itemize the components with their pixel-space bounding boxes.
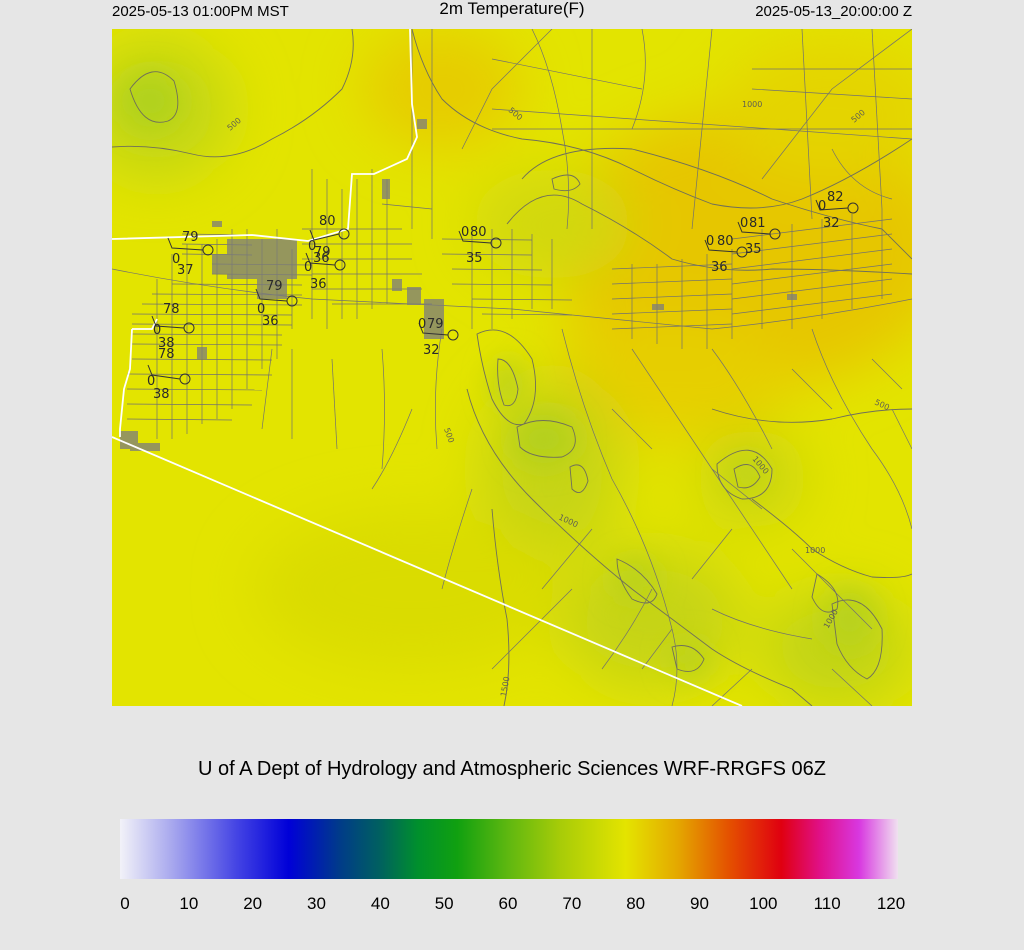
- elevation-contours: [112, 29, 912, 706]
- map-canvas: 500 500 500 500 500 1000 1000 1000 1000 …: [112, 29, 912, 706]
- colorbar-tick-label: 20: [243, 894, 263, 913]
- colorbar-tick-label: 30: [307, 894, 326, 913]
- station-temp: 80: [319, 214, 336, 229]
- colorbar-tick-label: 110: [813, 894, 841, 913]
- station-dewpoint: 35: [466, 251, 483, 266]
- station-temp: 79: [427, 317, 444, 332]
- station-plot: 79 0 37: [167, 230, 214, 278]
- model-credit: U of A Dept of Hydrology and Atmospheric…: [197, 758, 827, 780]
- station-weather: 0: [706, 234, 714, 249]
- map-title: 2m Temperature(F): [439, 0, 585, 18]
- station-plot: 80 0 36: [308, 214, 350, 266]
- station-temp: 79: [182, 230, 199, 245]
- colorbar-tick-label: 100: [749, 894, 778, 913]
- station-dewpoint: 37: [177, 263, 194, 278]
- colorbar-tick-label: 60: [498, 894, 518, 913]
- station-temp: 79: [314, 245, 331, 260]
- station-weather: 0: [257, 302, 265, 317]
- contour-label: 1500: [499, 676, 511, 698]
- colorbar-tick-label: 90: [690, 894, 709, 913]
- station-dewpoint: 36: [313, 251, 330, 266]
- station-plot: 78 0 38: [151, 302, 195, 351]
- colorbar-tick-label: 40: [370, 894, 390, 913]
- station-temp: 80: [717, 234, 734, 249]
- station-temp: 78: [163, 302, 180, 317]
- temperature-map: 500 500 500 500 500 1000 1000 1000 1000 …: [112, 29, 912, 706]
- station-plot: 81 0 35: [737, 216, 781, 257]
- station-dewpoint: 32: [423, 343, 440, 358]
- colorbar-tick-label: 120: [876, 894, 906, 913]
- station-temp: 79: [266, 279, 283, 294]
- contour-label: 1000: [805, 546, 825, 555]
- temperature-field: [112, 29, 912, 706]
- station-plot: 80 0 36: [704, 234, 748, 275]
- local-time-label: 2025-05-13 01:00PM MST: [112, 3, 289, 20]
- station-dewpoint: 36: [262, 314, 279, 329]
- colorbar-tick-label: 10: [179, 894, 199, 913]
- station-weather: 0: [418, 317, 426, 332]
- station-weather: 0: [147, 374, 155, 389]
- boundaries: [112, 29, 743, 706]
- station-dewpoint: 36: [711, 260, 728, 275]
- station-plot: 80 0 35: [458, 225, 502, 266]
- station-plot: 79 0 36: [255, 279, 298, 329]
- colorbar-ticks: 0 10 20 30 40 50 60 70 80 90 100 110 120: [0, 894, 1024, 918]
- station-dewpoint: 38: [153, 387, 170, 402]
- station-plot: 79 0 32: [418, 317, 459, 358]
- station-dewpoint: 32: [823, 216, 840, 231]
- station-temp: 82: [827, 190, 844, 205]
- station-temp: 80: [470, 225, 487, 240]
- station-plot: 82 0 32: [815, 190, 859, 231]
- colorbar-tick-label: 50: [434, 894, 454, 913]
- station-plot: 79 0 36: [304, 245, 346, 292]
- colorbar-tick-label: 0: [120, 894, 130, 913]
- station-temp: 81: [749, 216, 766, 231]
- station-weather: 0: [740, 216, 748, 231]
- station-weather: 0: [308, 239, 316, 254]
- station-temp: 78: [158, 347, 175, 362]
- station-dewpoint: 35: [745, 242, 762, 257]
- utc-time-label: 2025-05-13_20:00:00 Z: [755, 3, 912, 20]
- urban-areas: [120, 119, 797, 451]
- colorbar-tick-label: 80: [626, 894, 646, 913]
- colorbar-tick-label: 70: [562, 894, 582, 913]
- station-weather: 0: [172, 252, 180, 267]
- station-weather: 0: [818, 199, 826, 214]
- temperature-colorbar: [120, 819, 898, 879]
- station-weather: 0: [461, 225, 469, 240]
- station-weather: 0: [304, 260, 312, 275]
- station-plots: 79 0 37 79 0 36 80 0 36 79: [147, 190, 859, 402]
- station-plot: 78 0 38: [147, 347, 191, 402]
- contour-label: 1000: [742, 100, 762, 109]
- station-dewpoint: 36: [310, 277, 327, 292]
- station-dewpoint: 38: [158, 336, 175, 351]
- station-weather: 0: [153, 323, 161, 338]
